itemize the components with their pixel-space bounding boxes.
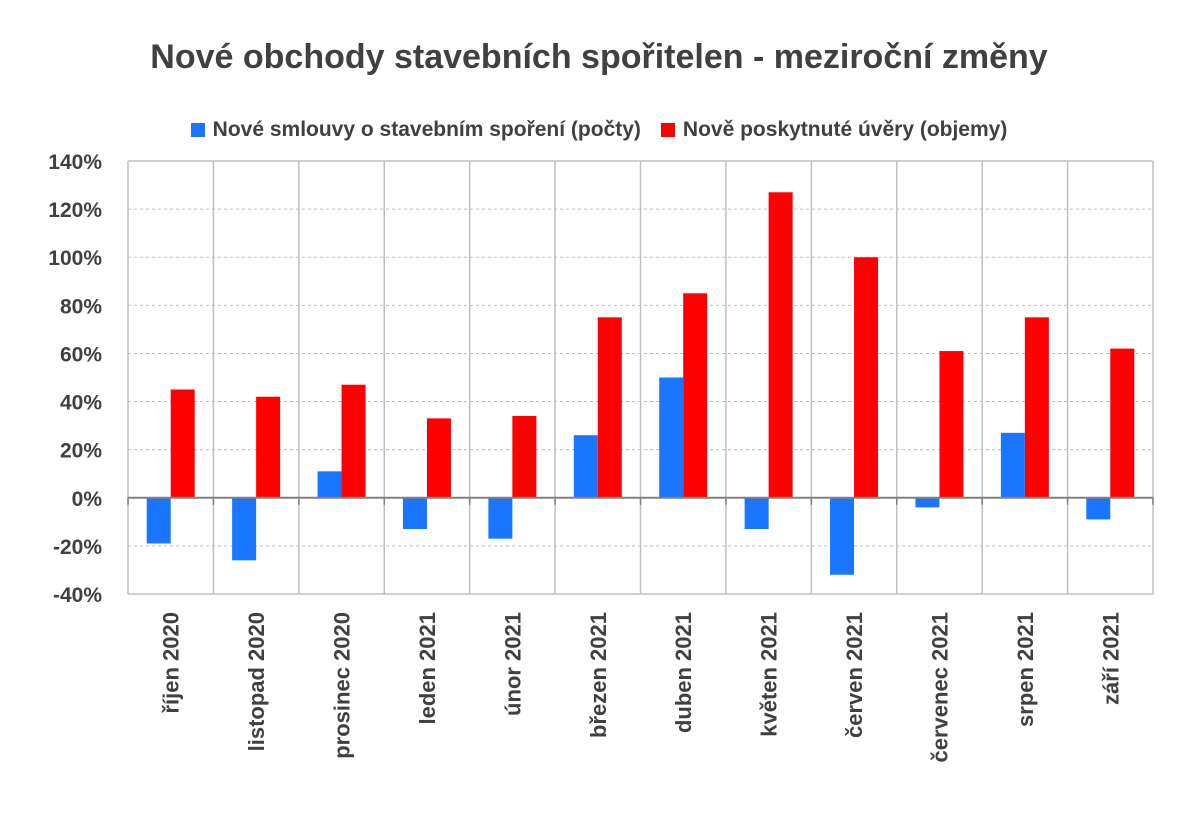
y-tick-label: 140% xyxy=(48,151,102,174)
bar-smlouvy xyxy=(488,497,513,539)
y-tick-label: -20% xyxy=(53,536,102,559)
x-tick-label: červenec 2021 xyxy=(927,612,952,762)
bar-smlouvy xyxy=(744,497,769,530)
bar-smlouvy xyxy=(830,497,855,575)
bar-smlouvy xyxy=(1086,497,1111,520)
legend-item-smlouvy: Nové smlouvy o stavebním spoření (počty) xyxy=(190,118,641,142)
bar-uvery xyxy=(854,257,879,498)
bar-smlouvy xyxy=(146,497,171,544)
bar-smlouvy xyxy=(915,497,940,508)
chart-title: Nové obchody stavebních spořitelen - mez… xyxy=(150,38,1048,76)
bar-uvery xyxy=(256,396,281,498)
legend-label-smlouvy: Nové smlouvy o stavebním spoření (počty) xyxy=(212,118,641,141)
x-tick-label: červen 2021 xyxy=(842,612,867,738)
x-tick-label: říjen 2020 xyxy=(159,612,184,714)
y-tick-label: 80% xyxy=(60,295,102,318)
bar-uvery xyxy=(1110,348,1135,498)
bar-uvery xyxy=(683,293,708,498)
bar-smlouvy xyxy=(573,435,598,498)
x-tick-label: březen 2021 xyxy=(586,612,611,738)
bar-smlouvy xyxy=(317,471,342,498)
legend-swatch-uvery xyxy=(660,123,675,137)
y-tick-label: -40% xyxy=(53,584,102,607)
legend-item-uvery: Nově poskytnuté úvěry (objemy) xyxy=(660,118,1008,142)
bar-uvery xyxy=(170,389,195,498)
y-tick-label: 40% xyxy=(60,392,102,415)
legend-swatch-smlouvy xyxy=(190,123,205,137)
x-tick-label: duben 2021 xyxy=(671,612,696,733)
legend: Nové smlouvy o stavebním spoření (počty)… xyxy=(0,118,1198,142)
x-tick-label: září 2021 xyxy=(1098,612,1123,705)
bar-uvery xyxy=(939,351,964,498)
bar-uvery xyxy=(341,384,366,498)
y-tick-label: 120% xyxy=(48,199,102,222)
y-tick-label: 0% xyxy=(72,488,103,511)
y-tick-label: 20% xyxy=(60,440,102,463)
bar-uvery xyxy=(426,418,451,498)
y-tick-label: 100% xyxy=(48,247,102,270)
x-tick-label: květen 2021 xyxy=(757,612,782,737)
bar-uvery xyxy=(597,317,622,498)
legend-label-uvery: Nově poskytnuté úvěry (objemy) xyxy=(682,118,1008,141)
y-tick-label: 60% xyxy=(60,343,102,366)
x-tick-label: leden 2021 xyxy=(415,612,440,725)
bar-uvery xyxy=(1024,317,1049,498)
x-tick-label: únor 2021 xyxy=(500,612,525,716)
bar-smlouvy xyxy=(659,377,684,498)
bar-smlouvy xyxy=(1000,432,1025,498)
x-tick-label: listopad 2020 xyxy=(244,612,269,751)
bar-uvery xyxy=(512,415,537,498)
bar-uvery xyxy=(768,192,793,498)
bar-smlouvy xyxy=(232,497,257,561)
x-tick-label: prosinec 2020 xyxy=(330,612,355,759)
x-tick-label: srpen 2021 xyxy=(1013,612,1038,727)
bar-smlouvy xyxy=(402,497,427,530)
